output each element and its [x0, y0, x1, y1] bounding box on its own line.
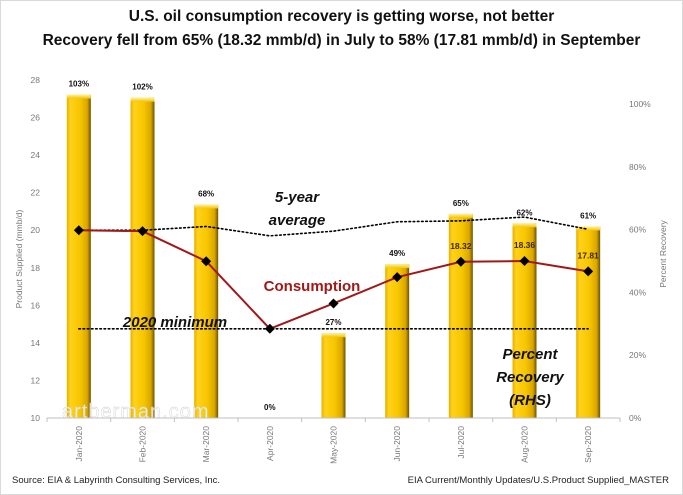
bar — [576, 226, 601, 418]
y2-tick-label: 40% — [629, 287, 646, 297]
x-tick-label: Aug-2020 — [520, 426, 530, 463]
bar — [448, 213, 473, 418]
x-tick-label: Sep-2020 — [583, 426, 593, 463]
lines-group: 18.32 18.36 17.81 — [73, 216, 600, 334]
y-tick-label: 28 — [31, 75, 41, 85]
bar — [66, 94, 91, 418]
bar-data-label: 0% — [264, 403, 276, 412]
y2-tick-label: 100% — [629, 99, 651, 109]
five-year-average-line — [78, 216, 589, 237]
bar — [385, 264, 410, 418]
y-tick-label: 12 — [31, 375, 41, 385]
consumption-marker — [583, 266, 594, 277]
bar-top-bevel — [512, 223, 537, 228]
chart-subtitle: Recovery fell from 65% (18.32 mmb/d) in … — [42, 32, 641, 49]
annotation-consumption-label: Consumption — [264, 278, 361, 295]
y-tick-label: 10 — [31, 413, 41, 423]
bar-top-bevel — [448, 213, 473, 218]
consumption-marker — [455, 256, 466, 267]
source-right: EIA Current/Monthly Updates/U.S.Product … — [407, 475, 669, 486]
source-left: Source: EIA & Labyrinth Consulting Servi… — [12, 475, 221, 486]
consumption-data-label: 18.32 — [450, 241, 472, 251]
x-tick-label: May-2020 — [329, 426, 339, 464]
bar-top-bevel — [385, 264, 410, 269]
annotation-percent-recovery-label: Percent — [502, 346, 558, 363]
consumption-marker — [328, 298, 339, 309]
y2-tick-label: 20% — [629, 350, 646, 360]
watermark: artberman.com — [62, 401, 210, 423]
bar-data-label: 49% — [389, 249, 405, 258]
bar-data-label: 61% — [580, 211, 596, 220]
bar-data-label: 65% — [453, 199, 469, 208]
y2-tick-label: 80% — [629, 162, 646, 172]
y-axis-right: 0% 20% 40% 60% 80% 100% Percent Recovery — [629, 99, 668, 423]
bar-top-bevel — [194, 204, 219, 209]
x-axis: Jan-2020 Feb-2020 Mar-2020 Apr-2020 May-2020… — [46, 417, 621, 464]
chart-title: U.S. oil consumption recovery is getting… — [128, 8, 555, 25]
y2-tick-label: 60% — [629, 225, 646, 235]
y-tick-label: 18 — [31, 263, 41, 273]
x-tick-label: Jul-2020 — [456, 426, 466, 459]
bar-top-bevel — [130, 97, 155, 102]
bar-data-label: 102% — [132, 83, 152, 92]
y2-tick-label: 0% — [629, 413, 642, 423]
x-tick-label: Feb-2020 — [138, 426, 148, 463]
consumption-marker — [392, 272, 403, 283]
x-tick-label: Apr-2020 — [265, 426, 275, 461]
bar-data-label: 68% — [198, 189, 214, 198]
consumption-data-label: 18.36 — [514, 240, 536, 250]
bar-data-label: 103% — [69, 80, 89, 89]
y-axis-title-left: Product Supplied (mmb/d) — [14, 209, 24, 308]
annotation-five-year-label: 5-year — [275, 189, 320, 206]
bar — [321, 333, 346, 418]
bar — [194, 204, 219, 418]
consumption-marker — [73, 225, 84, 236]
consumption-marker — [519, 256, 530, 267]
bar-top-bevel — [576, 226, 601, 231]
y-tick-label: 16 — [31, 300, 41, 310]
y-tick-label: 24 — [31, 150, 41, 160]
annotations-group: 5-year average Consumption 2020 minimum Perc… — [122, 189, 565, 409]
consumption-data-label: 17.81 — [578, 250, 600, 260]
consumption-marker — [137, 226, 148, 237]
consumption-marker — [264, 323, 275, 334]
consumption-marker — [201, 256, 212, 267]
annotation-five-year-label: average — [269, 212, 326, 229]
y-axis-title-right: Percent Recovery — [658, 219, 668, 287]
bar-data-label: 27% — [325, 318, 341, 327]
y-tick-label: 26 — [31, 113, 41, 123]
x-tick-label: Jun-2020 — [392, 426, 402, 462]
x-tick-label: Jan-2020 — [74, 426, 84, 462]
x-tick-label: Mar-2020 — [201, 426, 211, 463]
annotation-percent-recovery-label: Recovery — [496, 369, 564, 386]
y-tick-label: 22 — [31, 188, 41, 198]
y-tick-label: 20 — [31, 225, 41, 235]
bar-top-bevel — [66, 94, 91, 99]
y-axis-left: 10 12 14 16 18 20 22 24 26 28 Product Supplied (mm… — [14, 75, 40, 423]
annotation-min-label: 2020 minimum — [122, 314, 227, 331]
bars-group: 103% 102% 68% 0% 27% 49% 65% 62% 61% artberman.co… — [62, 80, 601, 423]
annotation-percent-recovery-label: (RHS) — [509, 392, 551, 409]
bar — [130, 97, 155, 418]
y-tick-label: 14 — [31, 338, 41, 348]
bar — [512, 223, 537, 418]
bar-top-bevel — [321, 333, 346, 338]
bar-data-label: 62% — [516, 208, 532, 217]
